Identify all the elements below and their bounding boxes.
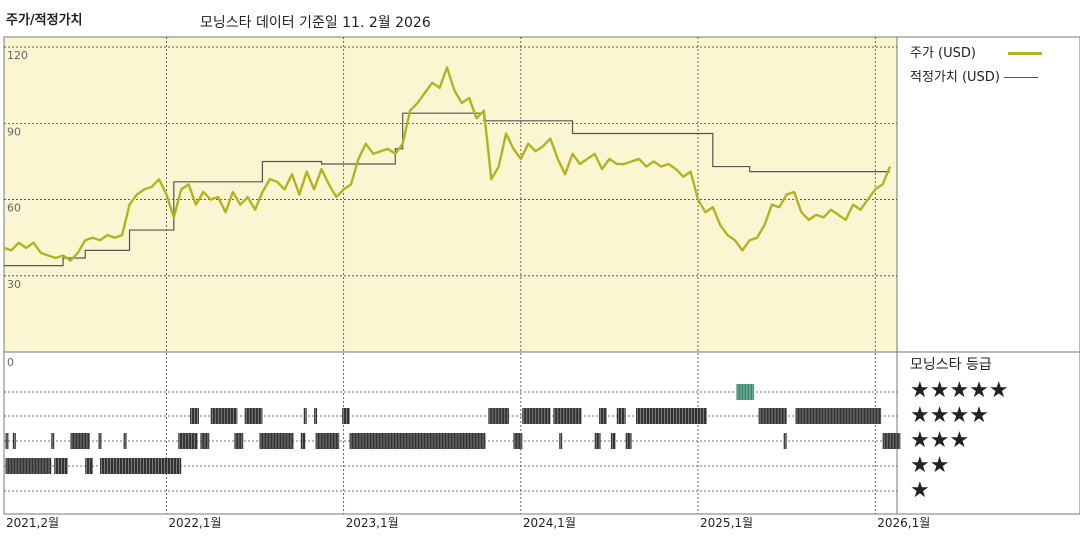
rating-band-3-star <box>783 433 787 449</box>
stars-4-icon: ★★★★ <box>910 403 989 428</box>
data-date-subtitle: 모닝스타 데이터 기준일 11. 2월 2026 <box>200 15 431 31</box>
y-tick-labels: 0 30 60 90 120 <box>7 49 28 369</box>
rating-band-block <box>594 433 601 449</box>
rating-band-3-star <box>513 433 523 449</box>
rating-band-3-star <box>5 433 9 449</box>
rating-band-block <box>342 408 350 424</box>
legend-price-label: 주가 (USD) <box>910 46 976 61</box>
rating-band-4-star <box>488 408 510 424</box>
rating-band-2-star <box>54 458 68 474</box>
stars-3-icon: ★★★ <box>910 428 970 453</box>
y-tick-label: 60 <box>7 202 21 215</box>
rating-band-2-star <box>5 458 52 474</box>
x-tick-label: 2024,1월 <box>522 516 576 530</box>
rating-band-block <box>244 408 263 424</box>
grid-layer <box>4 37 897 514</box>
y-tick-label: 120 <box>7 49 28 62</box>
rating-band-3-star <box>70 433 90 449</box>
rating-band-block <box>882 433 901 449</box>
rating-band-3-star <box>98 433 102 449</box>
fair-value-line <box>4 112 890 267</box>
rating-band-block <box>625 433 632 449</box>
rating-band-3-star <box>300 433 306 449</box>
rating-band-3-star <box>51 433 55 449</box>
rating-band-3-star <box>259 433 294 449</box>
rating-band-3-star <box>234 433 244 449</box>
rating-band-4-star <box>636 408 707 424</box>
x-tick-label: 2026,1월 <box>877 516 931 530</box>
rating-band-3-star <box>594 433 601 449</box>
rating-band-block <box>300 433 306 449</box>
rating-band-block <box>522 408 551 424</box>
legend-item-price: 주가 (USD) <box>910 42 1043 61</box>
rating-band-block <box>349 433 486 449</box>
rating-band-4-star <box>303 408 307 424</box>
rating-band-4-star <box>599 408 607 424</box>
chart-title: 주가/적정가치 <box>6 13 83 28</box>
rating-title: 모닝스타 등급 <box>910 357 992 373</box>
rating-band-block <box>599 408 607 424</box>
rating-band-block <box>758 408 787 424</box>
rating-band-4-star <box>342 408 350 424</box>
rating-band-3-star <box>12 433 16 449</box>
rating-band-block <box>54 458 68 474</box>
rating-band-3-star <box>178 433 198 449</box>
rating-band-4-star <box>190 408 199 424</box>
rating-band-block <box>259 433 294 449</box>
rating-band-2-star <box>85 458 93 474</box>
rating-band-block <box>5 458 52 474</box>
rating-band-4-star <box>795 408 882 424</box>
y-tick-label: 90 <box>7 125 21 138</box>
rating-band-3-star <box>625 433 632 449</box>
rating-band-4-star <box>758 408 787 424</box>
legend-price-swatch <box>1008 52 1043 55</box>
rating-band-3-star <box>559 433 563 449</box>
rating-band-3-star <box>882 433 901 449</box>
rating-band-block <box>795 408 882 424</box>
rating-band-4-star <box>616 408 626 424</box>
x-tick-label: 2023,1월 <box>345 516 399 530</box>
rating-band-2-star <box>99 458 182 474</box>
rating-band-4-star <box>553 408 582 424</box>
rating-band-4-star <box>314 408 318 424</box>
y-tick-label: 0 <box>7 356 14 369</box>
rating-band-block <box>736 384 755 400</box>
rating-band-5-star <box>736 384 755 400</box>
x-tick-label: 2022,1월 <box>168 516 222 530</box>
rating-band-block <box>553 408 582 424</box>
stars-2-icon: ★★ <box>910 453 950 478</box>
price-line <box>3 66 892 262</box>
rating-band-3-star <box>349 433 486 449</box>
rating-band-block <box>315 433 340 449</box>
stars-1-icon: ★ <box>910 478 930 503</box>
rating-band-3-star <box>200 433 210 449</box>
rating-bands-layer <box>5 384 901 474</box>
price-plot-background <box>3 36 898 353</box>
rating-band-3-star <box>123 433 127 449</box>
rating-band-block <box>85 458 93 474</box>
rating-band-3-star <box>610 433 616 449</box>
rating-band-4-star <box>210 408 238 424</box>
stars-5-icon: ★★★★★ <box>910 378 1009 403</box>
x-tick-label: 2025,1월 <box>700 516 754 530</box>
rating-band-block <box>610 433 616 449</box>
legend-item-fair-value: 적정가치 (USD) <box>910 66 1039 85</box>
series-layer <box>3 66 892 267</box>
x-tick-label: 2021,2월 <box>6 516 60 530</box>
rating-band-4-star <box>244 408 263 424</box>
rating-band-4-star <box>522 408 551 424</box>
rating-band-3-star <box>315 433 340 449</box>
y-tick-label: 30 <box>7 278 21 291</box>
legend-fair-swatch <box>1004 77 1039 78</box>
legend-fair-label: 적정가치 (USD) <box>910 70 1000 85</box>
rating-band-block <box>636 408 707 424</box>
